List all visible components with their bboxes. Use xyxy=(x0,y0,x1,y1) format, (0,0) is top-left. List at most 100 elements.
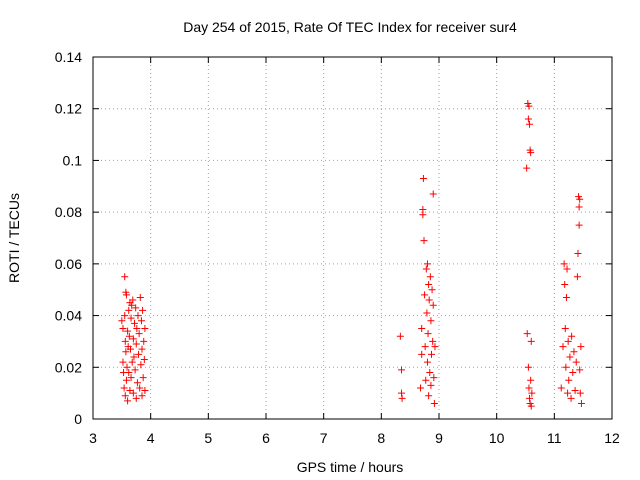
data-point xyxy=(421,343,429,351)
data-point xyxy=(398,366,406,374)
data-point xyxy=(132,304,140,312)
data-point xyxy=(122,376,130,384)
x-tick-label: 11 xyxy=(547,430,562,446)
data-point xyxy=(566,353,574,361)
y-tick-label: 0.02 xyxy=(55,359,82,375)
y-tick-label: 0.1 xyxy=(63,152,83,168)
data-point xyxy=(418,350,426,358)
data-point xyxy=(130,353,138,361)
data-point xyxy=(138,392,146,400)
data-point xyxy=(128,301,136,309)
data-point xyxy=(132,394,140,402)
data-point xyxy=(429,337,437,345)
x-tick-label: 3 xyxy=(89,430,97,446)
data-point xyxy=(527,402,535,410)
data-point xyxy=(396,332,404,340)
data-point xyxy=(138,345,146,353)
y-tick-label: 0.06 xyxy=(55,256,82,272)
data-point xyxy=(423,358,431,366)
y-tick-label: 0.04 xyxy=(55,308,82,324)
data-point xyxy=(575,221,583,229)
data-point xyxy=(429,301,437,309)
data-point xyxy=(420,237,428,245)
data-point xyxy=(127,374,135,382)
data-point xyxy=(565,376,573,384)
data-point xyxy=(423,260,431,268)
data-point xyxy=(139,374,147,382)
data-point xyxy=(137,317,145,325)
data-point xyxy=(428,350,436,358)
y-tick-label: 0.14 xyxy=(55,49,82,65)
data-point xyxy=(561,281,569,289)
data-point xyxy=(570,348,578,356)
data-point xyxy=(576,389,584,397)
data-point xyxy=(133,325,141,332)
data-point xyxy=(576,366,584,374)
data-point xyxy=(574,250,582,258)
data-point xyxy=(140,337,148,345)
x-tick-label: 4 xyxy=(147,430,155,446)
data-point xyxy=(123,363,131,371)
x-tick-label: 8 xyxy=(377,430,385,446)
data-point xyxy=(135,350,143,358)
data-point xyxy=(131,366,139,374)
x-tick-label: 12 xyxy=(604,430,620,446)
data-point xyxy=(134,312,142,320)
data-point xyxy=(122,291,130,299)
data-point xyxy=(568,332,576,340)
data-point xyxy=(424,330,432,338)
data-point xyxy=(121,392,129,400)
data-point xyxy=(141,325,149,332)
data-point xyxy=(421,291,429,299)
data-point xyxy=(523,164,531,172)
data-point xyxy=(129,296,137,304)
x-tick-label: 10 xyxy=(489,430,505,446)
data-point xyxy=(133,379,141,387)
data-point xyxy=(419,211,427,219)
data-point xyxy=(527,337,535,345)
data-point xyxy=(425,392,433,400)
x-tick-label: 6 xyxy=(262,430,270,446)
chart-title: Day 254 of 2015, Rate Of TEC Index for r… xyxy=(183,19,517,35)
data-point xyxy=(523,330,531,338)
x-tick-label: 7 xyxy=(320,430,328,446)
data-point xyxy=(136,384,144,392)
data-point xyxy=(427,381,435,389)
data-point xyxy=(141,387,149,395)
data-point xyxy=(418,325,426,332)
data-point xyxy=(430,374,438,382)
data-point xyxy=(577,399,585,407)
data-point xyxy=(564,389,572,397)
data-point xyxy=(419,175,427,183)
data-point xyxy=(125,332,133,340)
data-point xyxy=(562,363,570,371)
data-point xyxy=(137,361,145,369)
data-point xyxy=(527,376,535,384)
data-point xyxy=(573,273,581,281)
data-point xyxy=(577,343,585,351)
data-point xyxy=(426,368,434,376)
data-point xyxy=(398,394,406,402)
data-point xyxy=(572,358,580,366)
data-point xyxy=(127,314,135,322)
x-tick-label: 9 xyxy=(435,430,443,446)
x-tick-label: 5 xyxy=(204,430,212,446)
data-point xyxy=(526,120,534,128)
y-axis-label: ROTI / TECUs xyxy=(6,193,22,283)
x-axis-label: GPS time / hours xyxy=(297,459,404,475)
data-point xyxy=(125,368,133,376)
data-point xyxy=(423,309,431,317)
data-point xyxy=(569,368,577,376)
data-point xyxy=(126,345,134,353)
data-point xyxy=(564,337,572,345)
data-point xyxy=(124,397,132,405)
data-point xyxy=(122,348,130,356)
data-point xyxy=(526,394,534,402)
data-point xyxy=(139,306,147,314)
y-tick-label: 0 xyxy=(74,411,82,427)
points-layer xyxy=(118,100,585,410)
data-point xyxy=(129,335,137,343)
data-point xyxy=(528,389,536,397)
